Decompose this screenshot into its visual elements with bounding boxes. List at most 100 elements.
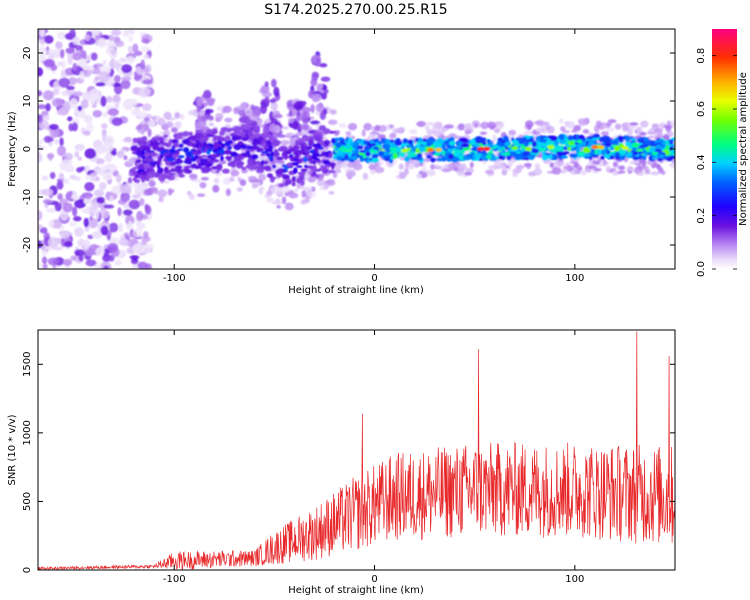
spectrogram-cell xyxy=(57,145,67,157)
spectrogram-cell xyxy=(398,163,404,170)
spectrogram-cell xyxy=(473,144,482,148)
spectrogram-cell xyxy=(441,143,447,148)
spectrogram-cell xyxy=(233,107,240,115)
spectrogram-cell xyxy=(666,120,672,127)
spectrogram-cell xyxy=(264,165,271,170)
spectrogram-cell xyxy=(49,171,56,180)
spectrogram-cell xyxy=(208,115,214,121)
spectrogram-cell xyxy=(486,153,492,160)
spectrogram-cell xyxy=(152,140,159,147)
spectrogram-cell xyxy=(241,166,247,171)
spectrogram-cell xyxy=(114,40,125,48)
spectrogram-cell xyxy=(323,182,330,189)
spectrogram-cell xyxy=(488,144,494,148)
spectrogram-cell xyxy=(618,135,624,142)
spectrogram-cell xyxy=(171,139,179,145)
spectrogram-cell xyxy=(126,56,135,64)
spectrogram-cell xyxy=(72,62,78,72)
spectrogram-cell xyxy=(347,122,358,131)
spectrogram-cell xyxy=(374,124,381,132)
spectrogram-cell xyxy=(258,173,267,181)
spectrogram-cell xyxy=(147,83,153,89)
spectrogram-cell xyxy=(612,170,619,177)
spectrogram-cell xyxy=(141,138,146,143)
spectrogram-cell xyxy=(240,124,247,130)
spectrogram-cell xyxy=(114,103,120,109)
spectrogram-cell xyxy=(188,173,198,179)
spectrogram-cell xyxy=(191,151,200,155)
spectrogram-cell xyxy=(246,153,251,157)
spectrogram-cell xyxy=(128,35,134,43)
spectrogram-cell xyxy=(102,111,108,118)
spectrogram-cell xyxy=(95,176,100,182)
snr-frame xyxy=(37,329,676,571)
spectrogram-cell xyxy=(328,151,333,159)
spectrogram-cell xyxy=(488,149,493,155)
spectrogram-cell xyxy=(39,138,44,144)
spectrogram-cell xyxy=(67,77,77,85)
spectrogram-cell xyxy=(583,153,591,157)
y-tick-label: 20 xyxy=(22,47,33,60)
spectrogram-cell xyxy=(669,139,674,145)
spectrogram-cell xyxy=(147,119,157,127)
spectrogram-cell xyxy=(255,169,264,174)
spectrogram-cell xyxy=(635,126,643,134)
spectrogram-cell xyxy=(562,151,570,155)
spectrogram-cell xyxy=(105,191,111,201)
spectrogram-cell xyxy=(286,179,292,185)
spectrogram-cell xyxy=(309,150,315,154)
spectrogram-cell xyxy=(609,155,614,160)
spectrogram-cell xyxy=(160,117,165,125)
spectrogram-cell xyxy=(288,118,295,124)
spectrogram-cell xyxy=(55,41,63,50)
spectrogram-cell xyxy=(120,79,131,90)
spectrogram-cell xyxy=(74,249,86,257)
spectrogram-cell xyxy=(307,146,313,150)
spectrogram-cell xyxy=(464,155,471,161)
spectrogram-cell xyxy=(278,183,286,188)
spectrogram-hotspot xyxy=(427,148,435,153)
spectrogram-cell xyxy=(84,181,95,192)
spectrogram-cell xyxy=(174,112,181,119)
y-tick-label: 1000 xyxy=(22,420,33,445)
spectrogram-cell xyxy=(302,106,311,113)
spectrogram-cell xyxy=(84,148,97,159)
spectrogram-cell xyxy=(188,131,193,136)
spectrogram-cell xyxy=(613,139,619,145)
spectrogram-hotspot xyxy=(597,145,605,150)
spectrogram-cell xyxy=(409,136,418,141)
spectrogram-cell xyxy=(361,129,366,137)
spectrogram-cell xyxy=(146,187,154,196)
spectrogram-cell xyxy=(102,172,113,181)
spectrogram-cell xyxy=(48,152,53,161)
spectrogram-cell xyxy=(103,265,110,269)
spectrogram-cell xyxy=(142,231,149,239)
spectrogram-cell xyxy=(304,195,310,203)
spectrogram-cell xyxy=(170,168,178,173)
spectrogram-cell xyxy=(136,149,142,155)
spectrogram-cell xyxy=(430,163,435,170)
spectrogram-hotspot xyxy=(483,146,491,151)
y-tick-label: 0 xyxy=(22,146,33,152)
spectrogram-cell xyxy=(245,122,252,130)
spectrogram-cell xyxy=(102,142,114,153)
spectrogram-cell xyxy=(194,155,199,159)
spectrogram-cell xyxy=(60,70,66,76)
spectrogram-cell xyxy=(200,154,209,158)
spectrogram-cell xyxy=(38,224,44,230)
spectrogram-cell xyxy=(418,137,423,143)
spectrogram-cell xyxy=(501,148,506,154)
spectrogram-cell xyxy=(460,137,468,143)
spectrogram-cell xyxy=(266,173,274,178)
spectrogram-cell xyxy=(355,159,361,164)
spectrogram-cell xyxy=(362,172,369,180)
spectrogram-cell xyxy=(463,123,472,132)
spectrogram-cell xyxy=(534,120,544,125)
spectrogram-cell xyxy=(108,48,118,59)
spectrogram-cell xyxy=(261,132,270,138)
spectrogram-cell xyxy=(121,64,133,74)
spectrogram-cell xyxy=(45,137,54,142)
spectrogram-cell xyxy=(38,114,44,124)
spectrogram-cell xyxy=(107,243,119,252)
spectrogram-cell xyxy=(76,167,83,173)
